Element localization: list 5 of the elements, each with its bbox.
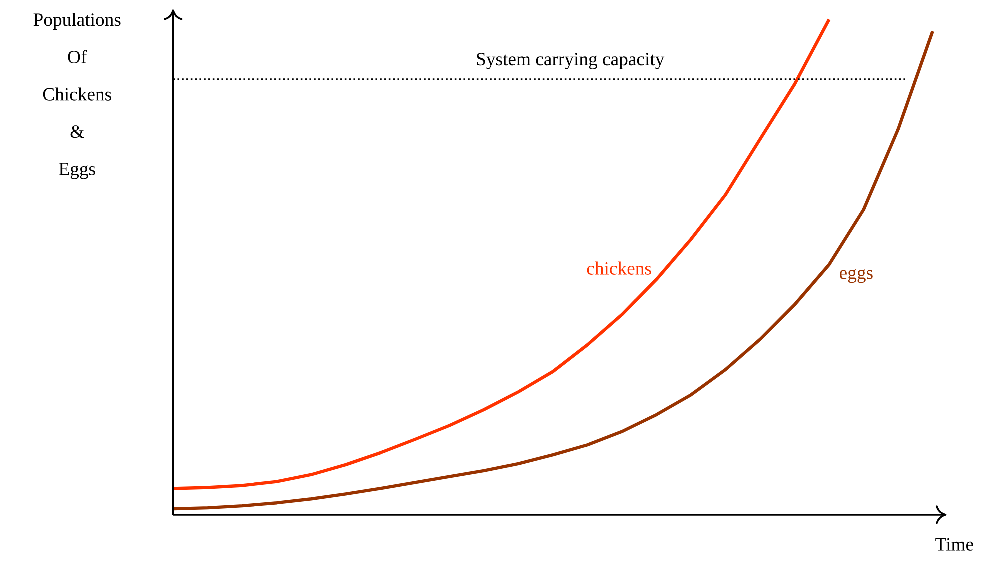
text: Populations Of Chickens & Eggs xyxy=(34,13,121,180)
series-label: eggs xyxy=(840,270,873,284)
ref-line-label: System carrying capacity xyxy=(477,53,665,70)
x-axis-title: Time xyxy=(936,538,974,551)
series-label: chickens xyxy=(587,262,652,275)
